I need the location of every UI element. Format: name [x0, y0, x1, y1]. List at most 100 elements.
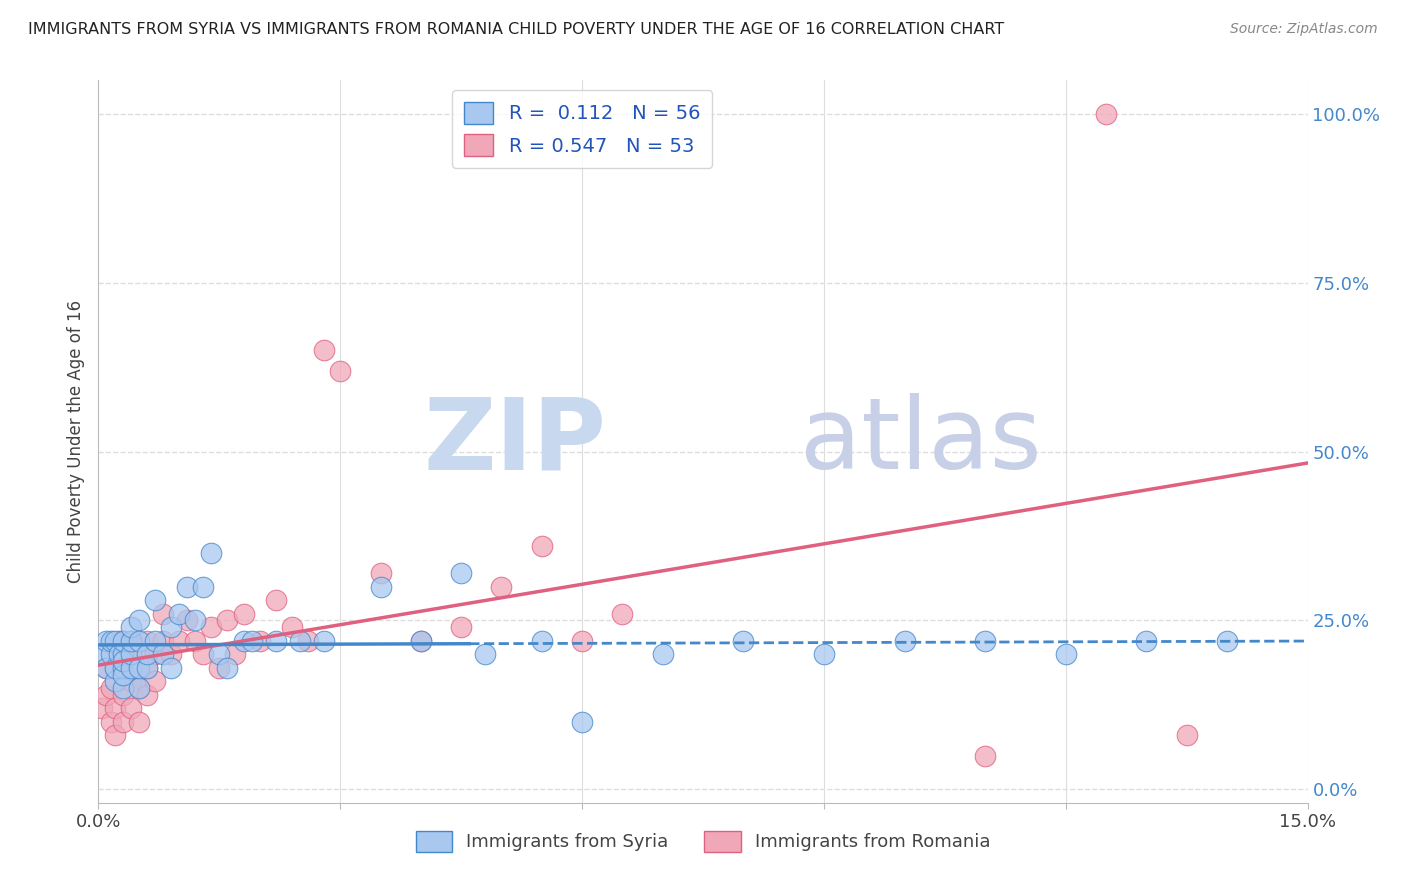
Point [370, 580, 392, 594]
Point [200, 546, 222, 560]
Point [167, 633, 190, 648]
Point [103, 728, 125, 742]
Text: atlas: atlas [800, 393, 1042, 490]
Point [111, 681, 134, 695]
Point [264, 593, 287, 607]
Point [152, 647, 174, 661]
Point [1054, 647, 1077, 661]
Point [120, 647, 142, 661]
Point [143, 633, 166, 648]
Point [135, 661, 157, 675]
Point [103, 674, 125, 689]
Point [91, 647, 114, 661]
Point [297, 633, 319, 648]
Point [111, 688, 134, 702]
Point [314, 633, 336, 648]
Point [103, 661, 125, 675]
Point [128, 661, 150, 675]
Point [232, 633, 254, 648]
Point [111, 647, 134, 661]
Point [314, 343, 336, 358]
Point [184, 633, 207, 648]
Point [103, 661, 125, 675]
Point [111, 633, 134, 648]
Point [530, 539, 553, 553]
Point [107, 633, 129, 648]
Point [232, 607, 254, 621]
Point [200, 620, 222, 634]
Text: Source: ZipAtlas.com: Source: ZipAtlas.com [1230, 22, 1378, 37]
Point [128, 681, 150, 695]
Point [530, 633, 553, 648]
Point [612, 607, 634, 621]
Point [224, 647, 246, 661]
Point [96, 661, 118, 675]
Point [100, 647, 122, 661]
Point [733, 633, 755, 648]
Point [167, 607, 190, 621]
Point [1216, 633, 1239, 648]
Point [96, 661, 118, 675]
Point [193, 580, 215, 594]
Point [128, 633, 150, 648]
Point [217, 614, 239, 628]
Point [135, 633, 157, 648]
Point [128, 647, 150, 661]
Point [111, 661, 134, 675]
Point [111, 661, 134, 675]
Point [208, 647, 231, 661]
Point [974, 633, 997, 648]
Point [111, 654, 134, 668]
Point [264, 633, 287, 648]
Point [120, 674, 142, 689]
Point [143, 593, 166, 607]
Point [176, 580, 198, 594]
Point [1135, 633, 1157, 648]
Point [571, 633, 593, 648]
Y-axis label: Child Poverty Under the Age of 16: Child Poverty Under the Age of 16 [66, 300, 84, 583]
Point [143, 647, 166, 661]
Point [208, 661, 231, 675]
Point [135, 647, 157, 661]
Point [1095, 107, 1118, 121]
Legend: Immigrants from Syria, Immigrants from Romania: Immigrants from Syria, Immigrants from R… [408, 823, 998, 859]
Point [249, 633, 271, 648]
Point [120, 620, 142, 634]
Point [893, 633, 915, 648]
Point [1175, 728, 1198, 742]
Point [120, 633, 142, 648]
Point [152, 633, 174, 648]
Point [135, 688, 157, 702]
Point [120, 701, 142, 715]
Point [120, 633, 142, 648]
Point [974, 748, 997, 763]
Text: IMMIGRANTS FROM SYRIA VS IMMIGRANTS FROM ROMANIA CHILD POVERTY UNDER THE AGE OF : IMMIGRANTS FROM SYRIA VS IMMIGRANTS FROM… [28, 22, 1004, 37]
Point [160, 620, 183, 634]
Point [120, 661, 142, 675]
Point [111, 633, 134, 648]
Point [409, 633, 432, 648]
Point [571, 714, 593, 729]
Point [128, 714, 150, 729]
Point [143, 674, 166, 689]
Point [96, 633, 118, 648]
Point [450, 566, 472, 581]
Point [128, 681, 150, 695]
Point [100, 714, 122, 729]
Point [240, 633, 263, 648]
Point [160, 647, 183, 661]
Point [91, 701, 114, 715]
Point [111, 667, 134, 681]
Point [450, 620, 472, 634]
Point [281, 620, 304, 634]
Point [176, 614, 198, 628]
Point [103, 701, 125, 715]
Point [128, 614, 150, 628]
Point [100, 633, 122, 648]
Point [135, 661, 157, 675]
Point [193, 647, 215, 661]
Point [409, 633, 432, 648]
Point [288, 633, 311, 648]
Point [107, 647, 129, 661]
Point [491, 580, 513, 594]
